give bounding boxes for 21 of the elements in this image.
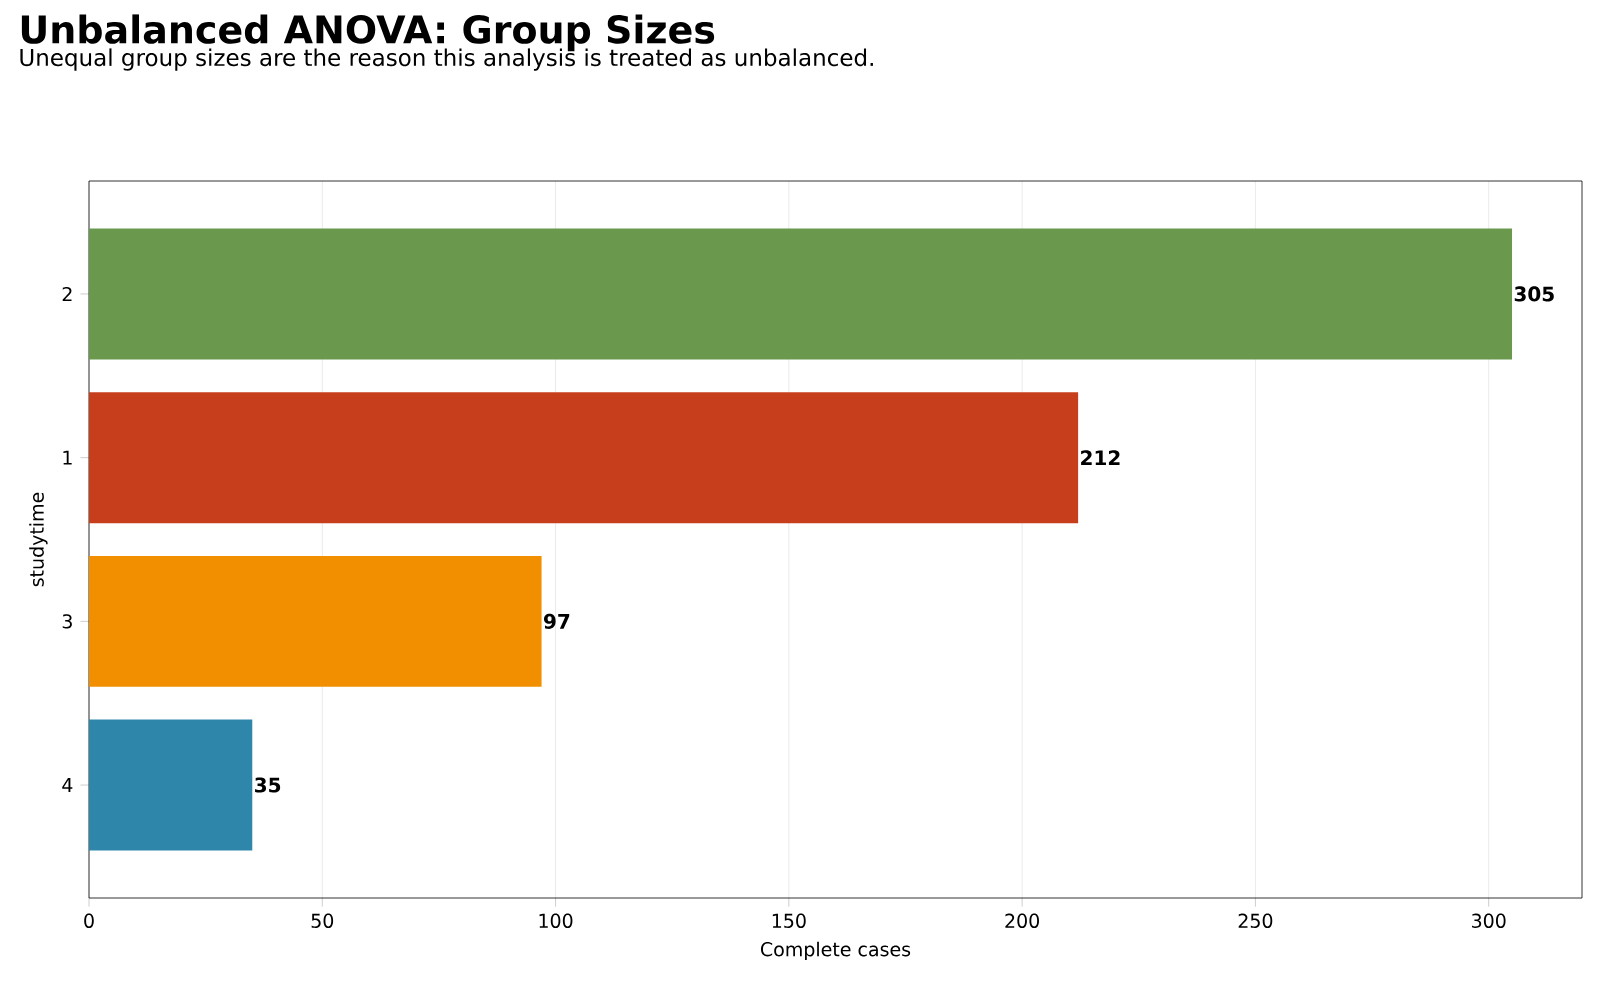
data-label: 212 xyxy=(1081,450,1120,466)
x-axis-title: Complete cases xyxy=(760,941,911,961)
x-tick-label: 250 xyxy=(1238,913,1273,928)
bar xyxy=(89,392,1079,524)
x-tick-label: 200 xyxy=(1005,913,1039,928)
x-tick-label: 100 xyxy=(539,913,573,928)
y-tick-label: 2 xyxy=(62,286,72,301)
bar xyxy=(89,228,1513,360)
bar xyxy=(89,719,253,851)
x-tick-label: 50 xyxy=(311,913,334,928)
x-tick-label: 150 xyxy=(772,913,806,928)
y-tick-label: 4 xyxy=(62,778,73,792)
data-label: 97 xyxy=(544,613,570,629)
y-tick-label: 1 xyxy=(63,450,72,465)
x-tick-label: 300 xyxy=(1472,913,1506,928)
data-label: 305 xyxy=(1514,286,1554,302)
data-label: 35 xyxy=(255,777,281,793)
bar xyxy=(89,555,542,687)
x-tick-label: 0 xyxy=(84,913,94,928)
y-tick-label: 3 xyxy=(62,614,72,629)
y-axis-title: studytime xyxy=(29,492,48,587)
